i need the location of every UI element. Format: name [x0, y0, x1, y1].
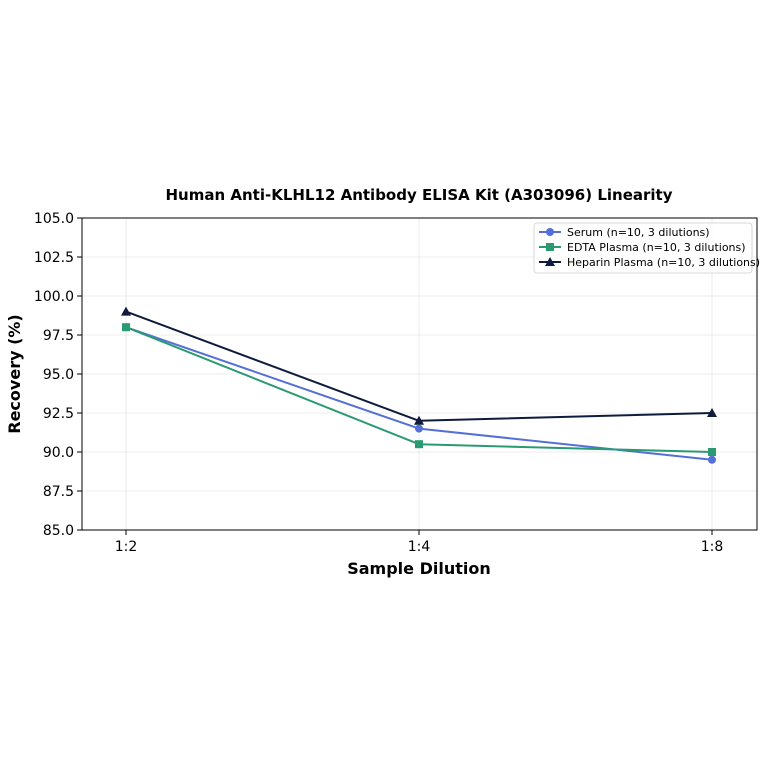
data-point: [708, 455, 716, 464]
legend-box: [533, 222, 753, 274]
series-2: [122, 323, 716, 456]
legend: Serum (n=10, 3 dilutions) EDTA Plasma (n=…: [533, 222, 760, 274]
legend-item: Serum (n=10, 3 dilutions): [539, 226, 710, 239]
x-tick-label: 1:4: [408, 539, 431, 555]
data-point: [708, 448, 716, 456]
legend-label: Serum (n=10, 3 dilutions): [567, 226, 710, 239]
data-point: [415, 440, 423, 449]
legend-label: EDTA Plasma (n=10, 3 dilutions): [567, 241, 746, 254]
legend-marker: [545, 257, 555, 266]
y-axis: 85.0 87.5 90.0 92.5 95.0 97.5 100.0 102.5 105.0: [34, 211, 82, 539]
data-point: [414, 415, 424, 425]
series-3: [121, 306, 717, 425]
y-tick-label: 95.0: [43, 367, 74, 383]
legend-item: EDTA Plasma (n=10, 3 dilutions): [539, 241, 746, 254]
y-tick-label: 92.5: [43, 406, 74, 422]
data-point: [415, 424, 423, 433]
legend-marker: [546, 228, 554, 236]
x-tick-label: 1:2: [115, 539, 138, 555]
y-axis-label: Recovery (%): [5, 314, 24, 433]
chart-title: Human Anti-KLHL12 Antibody ELISA Kit (A3…: [166, 186, 673, 204]
legend-marker: [546, 243, 554, 251]
y-tick-label: 100.0: [34, 289, 74, 305]
data-point: [122, 323, 130, 332]
y-tick-label: 87.5: [43, 484, 74, 500]
y-tick-label: 105.0: [34, 211, 74, 227]
series-layer: [121, 306, 717, 464]
data-point: [707, 408, 717, 417]
y-tick-label: 102.5: [34, 250, 74, 266]
data-point: [121, 306, 131, 316]
x-axis: 1:2 1:4 1:8: [115, 530, 724, 555]
y-tick-label: 85.0: [43, 523, 74, 539]
y-tick-label: 90.0: [43, 445, 74, 461]
x-axis-label: Sample Dilution: [347, 559, 491, 578]
x-tick-label: 1:8: [701, 539, 724, 555]
legend-label: Heparin Plasma (n=10, 3 dilutions): [567, 256, 760, 269]
legend-item: Heparin Plasma (n=10, 3 dilutions): [539, 256, 760, 269]
y-tick-label: 97.5: [43, 328, 74, 344]
